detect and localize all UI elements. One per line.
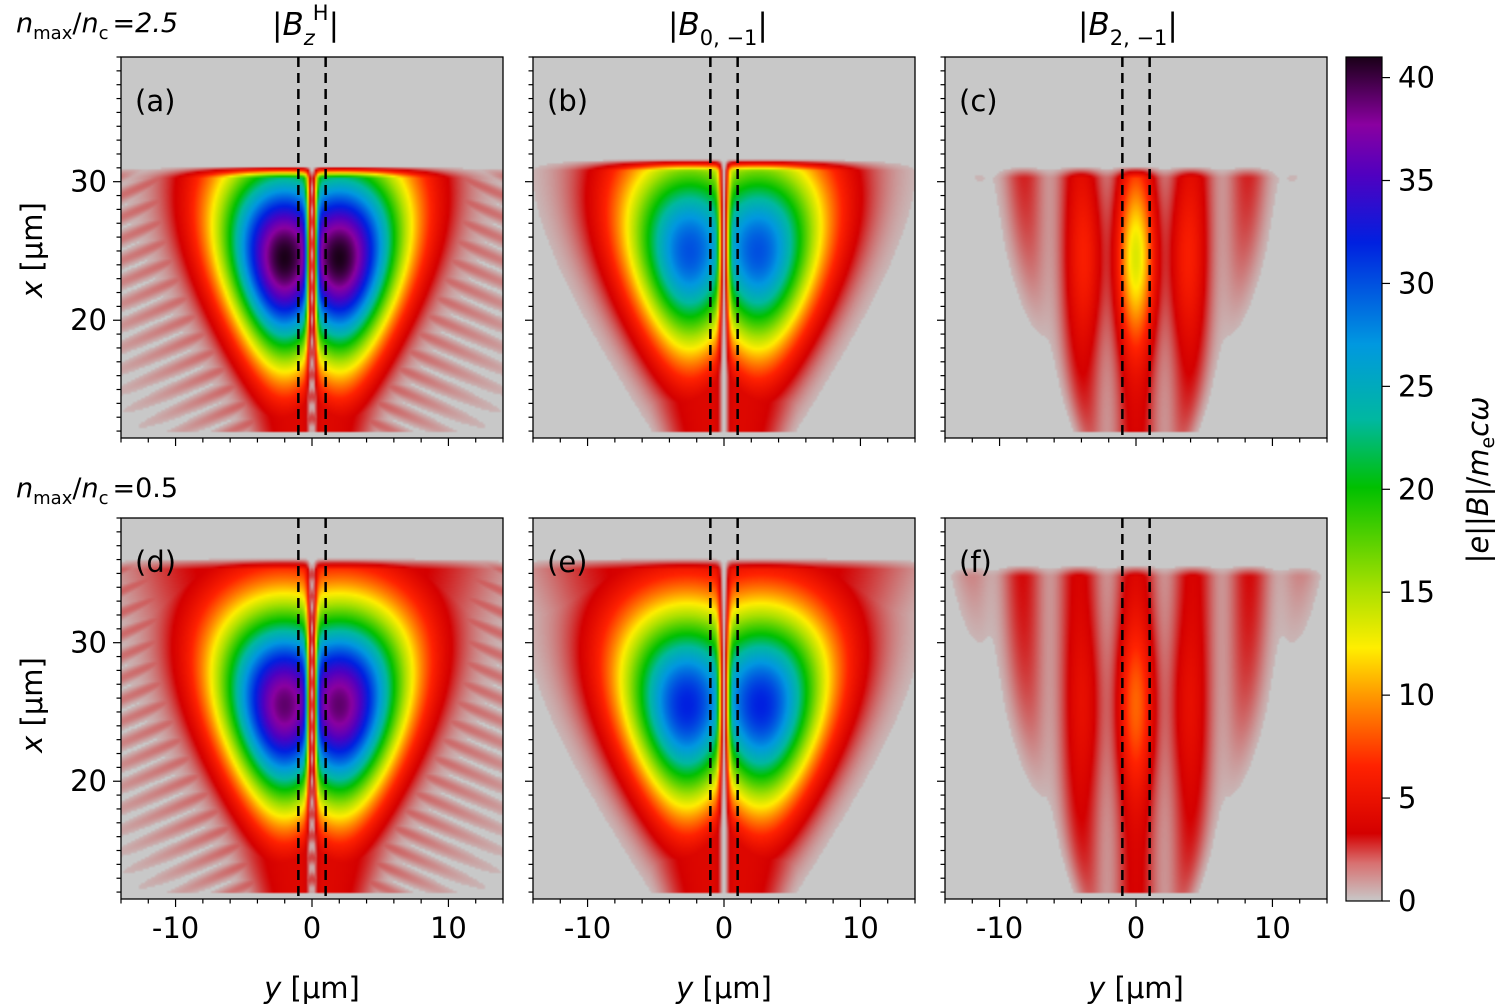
x-tick-label: 0 xyxy=(1127,911,1145,945)
panel-a: (a) 20 30 xyxy=(70,56,504,446)
panel-c: (c) xyxy=(937,56,1328,446)
colorbar-ticks: 0 5 10 15 20 25 30 35 40 xyxy=(1382,61,1435,918)
panel-d: (d) -10 0 10 20 30 xyxy=(70,517,504,945)
xaxis-label-1: y [μm] xyxy=(263,971,360,1005)
colorbar xyxy=(1345,56,1383,902)
panels: (a) 20 30 (b) (c) (d) -10 0 10 20 30 (e) -10 0 10 (f) -1… xyxy=(70,56,1328,945)
colorbar-label: |e||B|/mecω xyxy=(1461,397,1499,564)
panel-e: (e) -10 0 10 xyxy=(525,517,916,945)
colorbar-tick-label: 25 xyxy=(1398,369,1435,403)
heatmap-c xyxy=(945,57,1327,438)
y-tick-label: 30 xyxy=(70,165,107,199)
colorbar-tick-label: 15 xyxy=(1398,575,1435,609)
colorbar-tick-label: 20 xyxy=(1398,472,1435,506)
panel-label-c: (c) xyxy=(959,84,998,118)
panel-label-b: (b) xyxy=(547,84,588,118)
heatmap-b xyxy=(533,57,915,438)
y-tick-label: 20 xyxy=(70,303,107,337)
colorbar-tick-label: 10 xyxy=(1398,678,1435,712)
row-label-bottom: nmax/nc =0.5 xyxy=(16,473,178,509)
yaxis-label-top: x [μm] xyxy=(15,202,49,299)
colorbar-tick-label: 30 xyxy=(1398,266,1435,300)
colorbar-tick-label: 35 xyxy=(1398,164,1435,198)
x-tick-label: 10 xyxy=(1254,911,1291,945)
x-tick-label: 10 xyxy=(842,911,879,945)
row-label-top: nmax/nc =2.5 xyxy=(16,8,178,44)
panel-b: (b) xyxy=(525,56,916,446)
yaxis-label-bottom: x [μm] xyxy=(15,657,49,754)
x-tick-label: 0 xyxy=(715,911,733,945)
heatmap-f xyxy=(945,518,1327,899)
heatmap-d xyxy=(121,518,503,899)
x-tick-label: -10 xyxy=(152,911,199,945)
x-tick-label: -10 xyxy=(976,911,1023,945)
column-title-2: |B0, −1| xyxy=(668,7,768,50)
y-tick-label: 30 xyxy=(70,626,107,660)
column-title-3: |B2, −1| xyxy=(1078,7,1178,50)
panel-label-e: (e) xyxy=(547,545,587,579)
x-tick-label: -10 xyxy=(564,911,611,945)
panel-label-f: (f) xyxy=(959,545,992,579)
heatmap-a xyxy=(121,57,503,438)
xaxis-label-2: y [μm] xyxy=(675,971,772,1005)
x-tick-label: 10 xyxy=(430,911,467,945)
heatmap-e xyxy=(533,518,915,899)
colorbar-tick-label: 5 xyxy=(1398,781,1416,815)
column-title-1: |BzH| xyxy=(272,1,339,50)
panel-f: (f) -10 0 10 xyxy=(937,517,1328,945)
panel-label-a: (a) xyxy=(135,84,175,118)
y-tick-label: 20 xyxy=(70,764,107,798)
x-tick-label: 0 xyxy=(303,911,321,945)
xaxis-label-3: y [μm] xyxy=(1087,971,1184,1005)
colorbar-tick-label: 40 xyxy=(1398,61,1435,95)
colorbar-tick-label: 0 xyxy=(1398,884,1416,918)
panel-label-d: (d) xyxy=(135,545,176,579)
